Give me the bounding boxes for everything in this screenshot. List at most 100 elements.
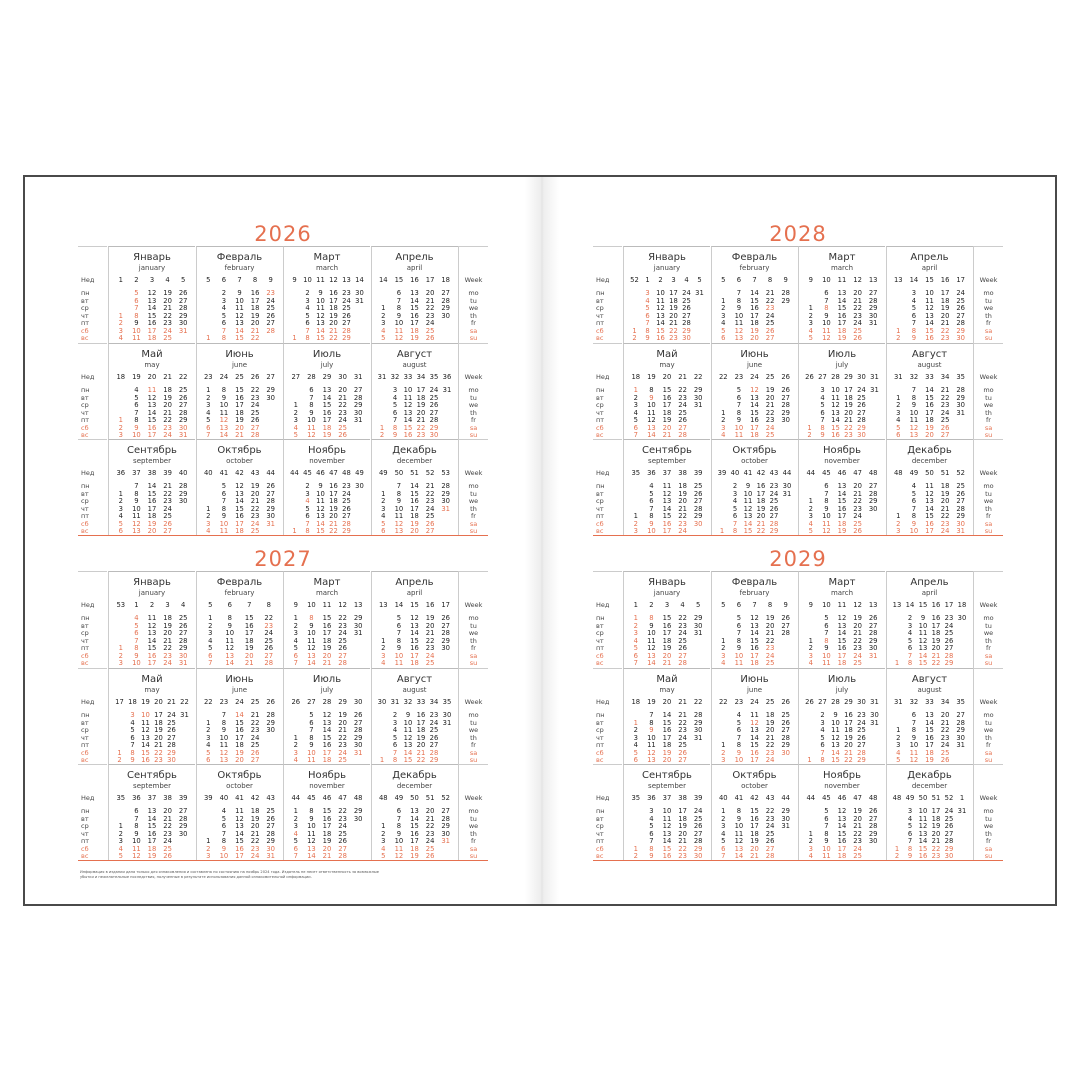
- day: 17: [750, 311, 759, 320]
- day: 20: [425, 621, 435, 630]
- day: 20: [163, 296, 172, 305]
- day: 18: [322, 636, 332, 645]
- day: 8: [736, 296, 742, 305]
- day: 25: [940, 416, 950, 424]
- month-name-en: may: [659, 361, 675, 369]
- day: 23: [678, 519, 687, 528]
- day: 3: [381, 651, 386, 660]
- day: 11: [141, 718, 150, 727]
- day: 20: [154, 733, 163, 742]
- day: 28: [441, 814, 450, 823]
- week-column: 45 2 3 4 5 6 7 8: [301, 469, 314, 535]
- week-number: 14: [905, 601, 915, 609]
- day: 9: [396, 497, 402, 505]
- weekday-labels-en: Week mo tu we th fr sa su: [973, 343, 1003, 440]
- day: 10: [734, 756, 744, 764]
- weekday-labels-ru: Нед пн вт ср чт пт сб вс: [78, 439, 107, 536]
- week-column: 39 21 22 23 24 25 26 27: [161, 469, 174, 535]
- day: 19: [338, 711, 347, 719]
- month-name-en: november: [309, 457, 345, 465]
- day: 27: [425, 527, 435, 535]
- day: 11: [132, 334, 141, 342]
- day: 23: [857, 711, 866, 719]
- week-column: 7 14 15 16 17 18 19 20: [748, 276, 761, 342]
- day: 24: [853, 512, 862, 520]
- week-column: 3 17 18 19 20 21 22 23: [667, 276, 680, 342]
- day: 8: [305, 334, 310, 342]
- day: 28: [956, 504, 965, 513]
- week-label-en: Week: [979, 373, 998, 381]
- week-column: 18 30: [956, 601, 969, 665]
- month-name-en: april: [406, 589, 423, 597]
- day: 10: [647, 733, 656, 742]
- day: 20: [853, 482, 862, 490]
- week-number: 6: [736, 601, 742, 609]
- day: 17: [837, 844, 847, 853]
- week-number: 46: [322, 794, 332, 802]
- week-column: 40 4 5 6 7 8 9 10: [217, 794, 230, 860]
- day: 27: [868, 289, 878, 297]
- day: 17: [410, 837, 419, 845]
- month-name-en: august: [402, 686, 427, 694]
- day: 26: [429, 401, 439, 409]
- day: 10: [307, 416, 316, 424]
- weekday-en: su: [984, 659, 993, 667]
- day: 13: [410, 621, 419, 630]
- day: 10: [909, 741, 919, 749]
- year-title: 2027: [254, 547, 312, 571]
- day: 30: [781, 814, 790, 823]
- day: 6: [721, 844, 726, 853]
- week-number: 8: [266, 601, 271, 609]
- day: 25: [693, 482, 703, 490]
- day: 16: [844, 711, 853, 719]
- day: 1: [633, 614, 638, 622]
- month-may: Май may 18 1 2 3 19 4 5 6 7 8 9 10 20 11 12 13 14 15 16 17 21 1…: [108, 343, 195, 440]
- weekday-ru: ср: [81, 726, 89, 734]
- day: 16: [831, 431, 840, 439]
- day: 10: [918, 807, 928, 815]
- day: 7: [911, 718, 917, 727]
- day: 3: [392, 718, 398, 727]
- week-number: 10: [822, 276, 831, 284]
- week-column: 12 19 20 21 22 23 24 25: [851, 601, 864, 667]
- week-number: 1: [959, 794, 965, 802]
- day: 15: [410, 489, 419, 498]
- day: 6: [118, 527, 123, 535]
- day: 29: [693, 718, 703, 727]
- day: 4: [645, 296, 650, 305]
- weekday-ru: пт: [81, 837, 90, 845]
- day: 10: [132, 659, 141, 667]
- day: 28: [868, 822, 878, 830]
- week-column: 22 1 2 3 4 5 6: [202, 698, 215, 764]
- day: 22: [416, 423, 426, 432]
- day: 29: [781, 296, 790, 305]
- week-columns: 17 1 2 18 3 4 5 6 7 8 9 19 10 11 12 13 14 15 16 20 17 18 19 20 2…: [113, 698, 191, 764]
- week-column: 29 13 14 15 16 17 18 19: [320, 373, 333, 439]
- day: 1: [118, 489, 123, 498]
- day: 3: [721, 311, 726, 320]
- day: 19: [329, 311, 338, 320]
- day: 22: [338, 807, 347, 815]
- day: 1: [808, 829, 813, 838]
- day: 29: [868, 636, 878, 645]
- week-column: 52 25 26 27 28 29 30 31: [954, 469, 967, 535]
- week-label-ru: Нед: [81, 698, 95, 706]
- week-column: 33 13 14 15 16 17 18 19: [923, 698, 936, 764]
- month-december: Декабрь december 48 1 2 3 4 5 49 6 7 8 9 10 11 12 50 13 14…: [370, 764, 458, 861]
- week-number: 32: [403, 698, 413, 706]
- day: 8: [824, 829, 829, 838]
- day: 22: [338, 733, 347, 742]
- weekday-en: th: [985, 829, 992, 838]
- day: 10: [316, 489, 325, 498]
- week-number: 21: [163, 373, 172, 381]
- day: 18: [147, 512, 157, 520]
- week-number: 26: [291, 698, 301, 706]
- weekday-en: mo: [468, 386, 479, 394]
- day: 10: [656, 289, 665, 297]
- week-number: 20: [154, 698, 163, 706]
- week-number: 30: [353, 698, 363, 706]
- day: 24: [940, 741, 950, 749]
- week-number: 16: [940, 276, 950, 284]
- month-name-ru: Декабрь: [392, 770, 437, 781]
- week-column: 6 8 9 10 11 12 13 14: [223, 601, 236, 667]
